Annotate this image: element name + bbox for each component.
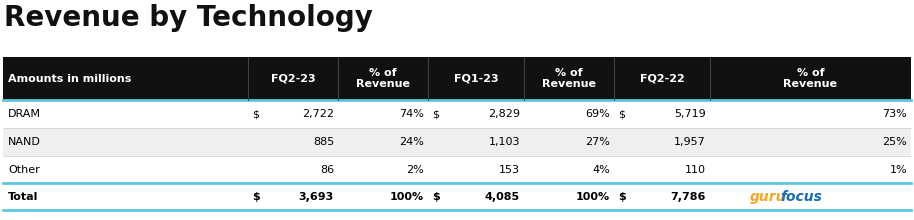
Text: 2%: 2% (406, 165, 424, 174)
Text: 7,786: 7,786 (671, 191, 706, 202)
Text: 25%: 25% (882, 137, 907, 147)
Bar (3, 100, 911, 128)
Text: 74%: 74% (399, 109, 424, 119)
Bar (3, 57, 911, 100)
Text: 885: 885 (313, 137, 334, 147)
Text: DRAM: DRAM (8, 109, 41, 119)
Text: 73%: 73% (882, 109, 907, 119)
Text: Total: Total (8, 191, 38, 202)
Text: 4,085: 4,085 (484, 191, 520, 202)
Text: 2,829: 2,829 (488, 109, 520, 119)
Text: 4%: 4% (592, 165, 610, 174)
Text: $: $ (252, 109, 259, 119)
Text: % of
Revenue: % of Revenue (542, 68, 596, 89)
Text: FQ1-23: FQ1-23 (453, 73, 498, 84)
Text: FQ2-22: FQ2-22 (640, 73, 685, 84)
Text: 86: 86 (320, 165, 334, 174)
Text: % of
Revenue: % of Revenue (783, 68, 837, 89)
Text: 100%: 100% (390, 191, 424, 202)
Text: $: $ (618, 191, 626, 202)
Text: focus: focus (780, 189, 822, 204)
Text: 153: 153 (499, 165, 520, 174)
Text: Amounts in millions: Amounts in millions (8, 73, 132, 84)
Bar (3, 183, 911, 210)
Text: 1,103: 1,103 (488, 137, 520, 147)
Text: 69%: 69% (585, 109, 610, 119)
Text: FQ2-23: FQ2-23 (271, 73, 315, 84)
Text: $: $ (252, 191, 260, 202)
Text: 5,719: 5,719 (675, 109, 706, 119)
Text: 1%: 1% (889, 165, 907, 174)
Text: 110: 110 (685, 165, 706, 174)
Text: % of
Revenue: % of Revenue (356, 68, 410, 89)
Bar (3, 156, 911, 183)
Text: NAND: NAND (8, 137, 41, 147)
Text: 24%: 24% (399, 137, 424, 147)
Text: 2,722: 2,722 (302, 109, 334, 119)
Text: $: $ (618, 109, 625, 119)
Bar (3, 128, 911, 156)
Text: guru: guru (750, 189, 787, 204)
Text: Other: Other (8, 165, 39, 174)
Text: Revenue by Technology: Revenue by Technology (4, 4, 373, 32)
Text: $: $ (432, 109, 439, 119)
Text: 27%: 27% (585, 137, 610, 147)
Text: 100%: 100% (576, 191, 610, 202)
Text: 3,693: 3,693 (299, 191, 334, 202)
Text: 1,957: 1,957 (675, 137, 706, 147)
Text: $: $ (432, 191, 440, 202)
